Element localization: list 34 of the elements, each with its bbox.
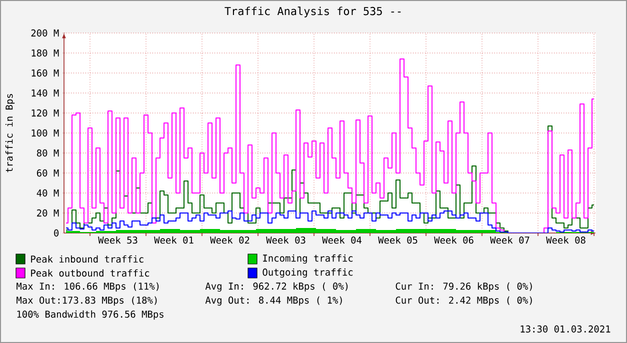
y-tick-label: 60 M [36,169,59,177]
x-tick-label: Week 04 [322,236,362,244]
text: Max In: 106.66 MBps (11%) [16,282,159,292]
legend-label: Outgoing traffic [262,268,353,278]
y-tick-label: 40 M [36,189,59,197]
text: 100% Bandwidth 976.56 MBps [17,310,164,320]
y-axis-title: traffic in Bps [5,94,15,172]
y-tick-label: 120 M [32,109,59,117]
legend-label: Peak outbound traffic [31,269,150,277]
y-tick-label: 180 M [32,49,59,57]
text: Cur Out: 2.42 MBps ( 0%) [396,296,532,306]
legend-label: Peak inbound traffic [31,255,144,263]
y-tick-label: 20 M [37,209,59,217]
y-tick-label: 160 M [32,69,59,77]
y-tick-label: 200 M [31,29,59,37]
text: Max Out:173.83 MBps (18%) [16,296,157,306]
y-tick-label: 0 [54,229,59,237]
x-tick-label: Week 01 [154,236,194,244]
text: 13:30 01.03.2021 [520,325,610,333]
x-tick-label: Week 06 [434,236,474,244]
legend-label: Incoming traffic [263,254,353,264]
y-tick-label: 100 M [32,129,59,137]
x-tick-label: Week 07 [490,236,530,244]
x-tick-label: Week 08 [546,236,586,244]
chart-title: Traffic Analysis for 535 -- [224,6,401,18]
x-tick-label: Week 03 [266,236,306,244]
text: Cur In: 79.26 kBps ( 0%) [396,282,532,292]
text: Avg In: 962.72 kBps ( 0%) [205,282,348,292]
y-tick-label: 80 M [36,149,59,157]
x-tick-label: Week 05 [378,236,418,244]
y-tick-label: 140 M [32,89,59,97]
text: Avg Out: 8.44 MBps ( 1%) [205,296,342,306]
x-tick-label: Week 53 [98,236,138,244]
x-tick-label: Week 02 [210,236,250,244]
